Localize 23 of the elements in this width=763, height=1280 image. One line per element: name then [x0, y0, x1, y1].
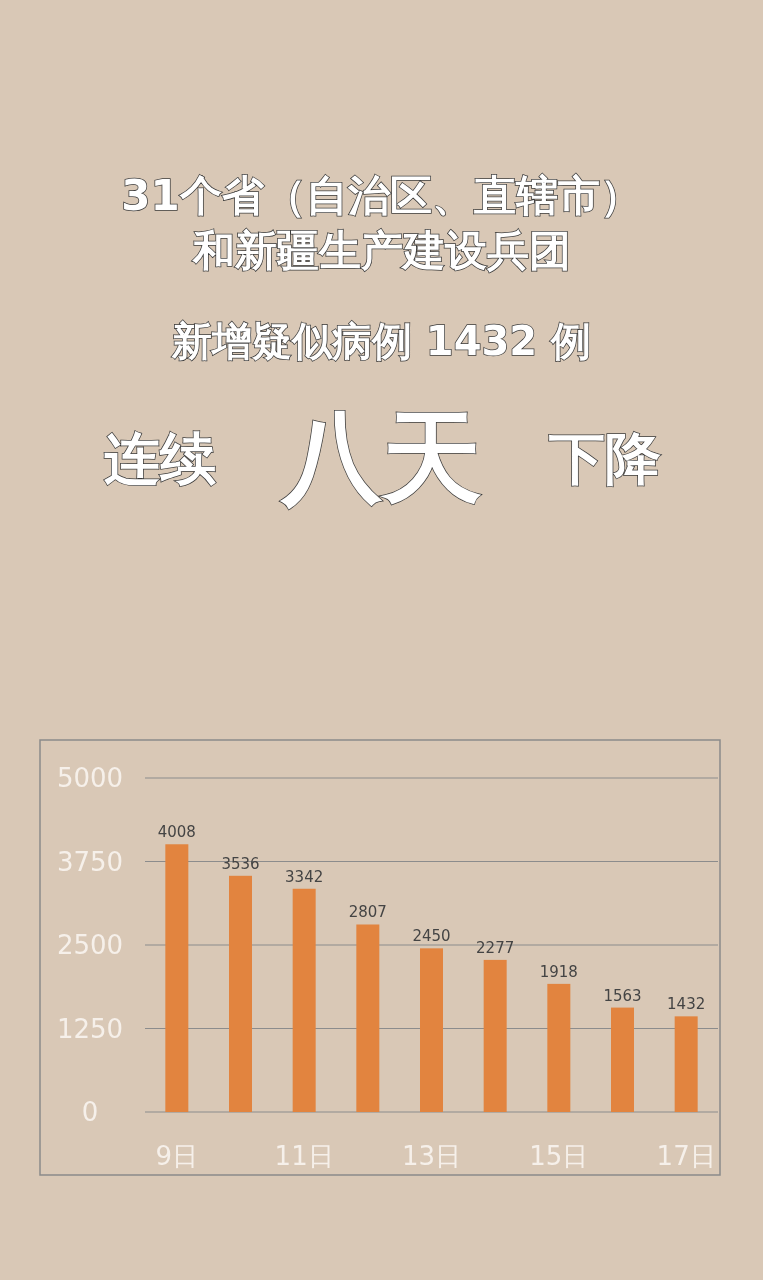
- data-label: 2450: [412, 927, 451, 946]
- data-label: 1918: [539, 962, 578, 981]
- data-label: 2277: [476, 938, 515, 957]
- text: 连续: [104, 426, 216, 491]
- bar: [356, 924, 380, 1112]
- bar: [165, 844, 189, 1112]
- bar: [547, 983, 571, 1112]
- bar: [611, 1007, 634, 1112]
- text: 下降: [549, 426, 661, 491]
- data-label: 1432: [667, 995, 706, 1014]
- data-label: 1563: [603, 986, 642, 1005]
- data-label: 4008: [157, 823, 196, 842]
- data-label: 3536: [221, 854, 260, 873]
- bar: [420, 948, 443, 1112]
- bar: [674, 1016, 698, 1112]
- bar: [292, 888, 316, 1112]
- chart-subtitle: 新增疑似病例 1432 例: [170, 318, 592, 364]
- chart-title: 31个省（自治区、直辖市）和新疆生产建设兵团: [121, 171, 642, 275]
- data-label: 3342: [285, 867, 324, 886]
- bar: [229, 875, 252, 1112]
- text: 八天: [279, 399, 482, 516]
- data-label: 2807: [348, 903, 387, 922]
- bar: [483, 959, 507, 1112]
